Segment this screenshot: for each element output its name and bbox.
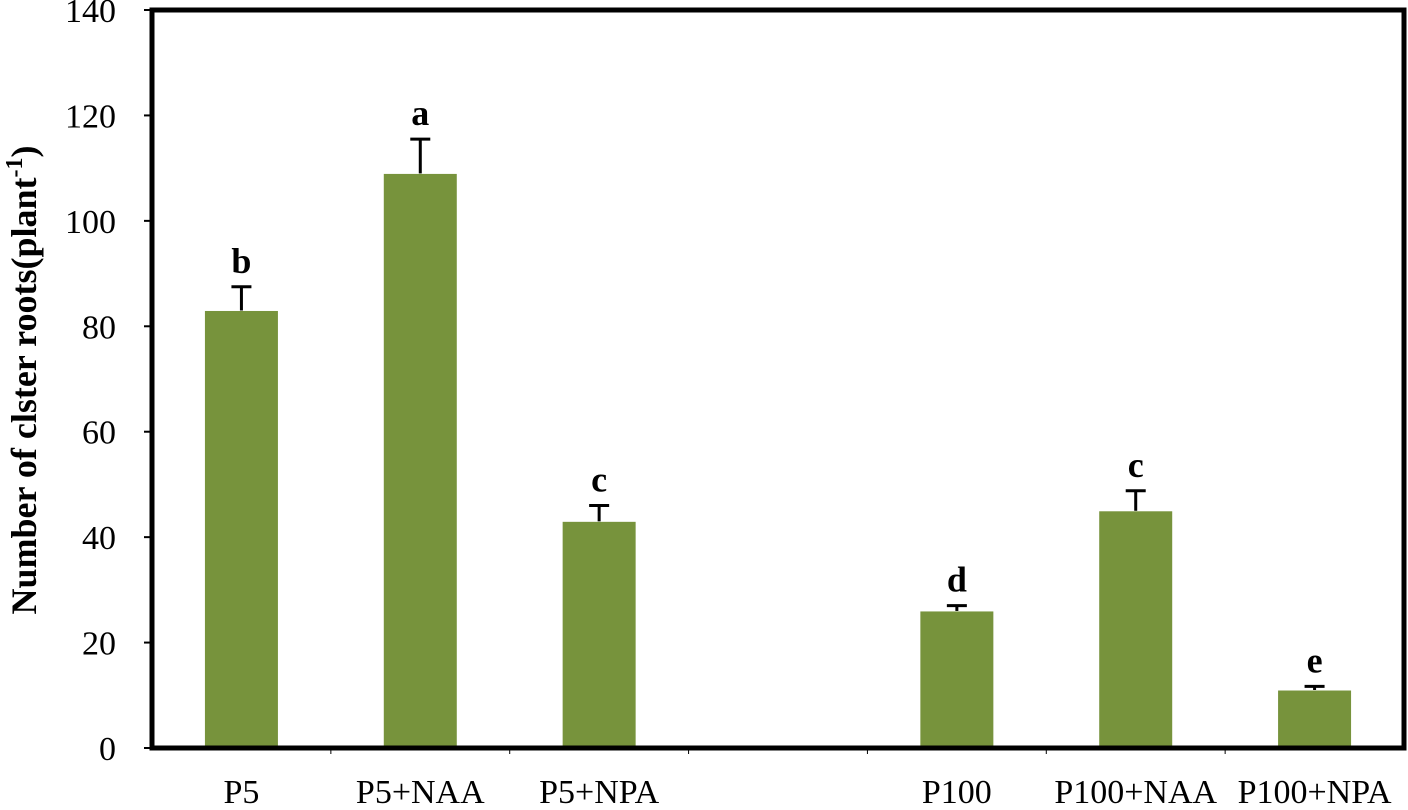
bar-P5+NPA (561, 520, 637, 749)
y-tick-label-40: 40 (82, 520, 116, 557)
bar-P100+NPA (1277, 689, 1353, 749)
bar-P5+NAA (382, 172, 458, 749)
bar-P5 (203, 309, 279, 749)
y-axis-label-superscript: -1 (2, 158, 28, 178)
x-tick-label-P5: P5 (223, 774, 259, 805)
significance-label-P100: d (947, 560, 967, 600)
y-tick-label-0: 0 (99, 731, 116, 768)
y-tick-label-20: 20 (82, 626, 116, 663)
labels-layer: b P5 a P5+NAA c P5+NPA d P100 c P100+NAA e P100+NPA… (65, 0, 1392, 810)
y-axis-label-main: Number of clster roots(plant (4, 178, 44, 615)
bar-P100+NAA (1098, 510, 1174, 749)
significance-label-P100+NPA: e (1307, 640, 1323, 680)
y-tick-label-100: 100 (65, 204, 116, 241)
bars-layer (203, 172, 1353, 749)
y-tick-label-80: 80 (82, 309, 116, 346)
significance-label-P5: b (231, 241, 251, 281)
plot-frame (149, 7, 1407, 751)
y-tick-label-60: 60 (82, 415, 116, 452)
y-tick-label-140: 140 (65, 0, 116, 30)
x-tick-label-P100: P100 (922, 774, 992, 805)
x-tick-label-P100+NPA: P100+NPA (1238, 774, 1392, 805)
y-axis-label: Number of clster roots(plant-1) (2, 146, 44, 615)
error-bars-layer (231, 137, 1325, 691)
bar-P100 (919, 610, 995, 749)
x-tick-label-P5+NAA: P5+NAA (356, 774, 485, 805)
axes-layer (144, 7, 1407, 754)
significance-label-P100+NAA: c (1128, 445, 1144, 485)
significance-label-P5+NPA: c (591, 460, 607, 500)
x-tick-label-P5+NPA: P5+NPA (539, 774, 659, 805)
y-tick-label-120: 120 (65, 98, 116, 135)
significance-label-P5+NAA: a (411, 93, 429, 133)
y-axis-label-suffix: ) (4, 146, 44, 158)
x-tick-label-P100+NAA: P100+NAA (1054, 774, 1217, 805)
